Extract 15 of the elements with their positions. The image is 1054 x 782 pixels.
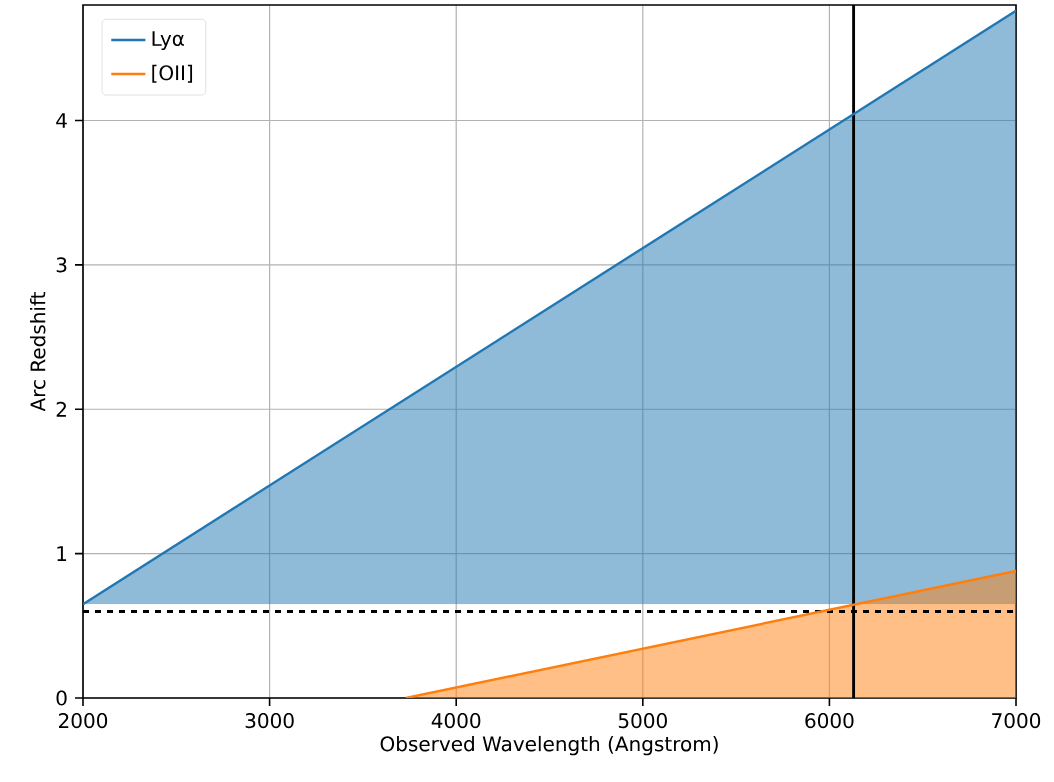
x-tick-label: 5000 <box>618 713 667 729</box>
x-tick-label: 3000 <box>245 713 294 729</box>
y-tick-label: 3 <box>56 257 67 273</box>
x-tick-label: 6000 <box>805 713 854 729</box>
x-tick-label: 4000 <box>431 713 481 729</box>
y-tick-label: 1 <box>57 546 67 561</box>
x-axis-title: Observed Wavelength (Angstrom) <box>380 735 718 756</box>
y-tick-label: 2 <box>56 401 66 417</box>
y-tick-label: 4 <box>56 113 67 128</box>
y-tick-label: 0 <box>56 690 67 706</box>
legend-label: [OII] <box>152 64 193 83</box>
legend-label: Lyα <box>152 31 184 51</box>
x-tick-label: 7000 <box>992 713 1041 729</box>
x-tick-label: 2000 <box>59 713 108 729</box>
y-axis-title: Arc Redshift <box>29 291 46 412</box>
